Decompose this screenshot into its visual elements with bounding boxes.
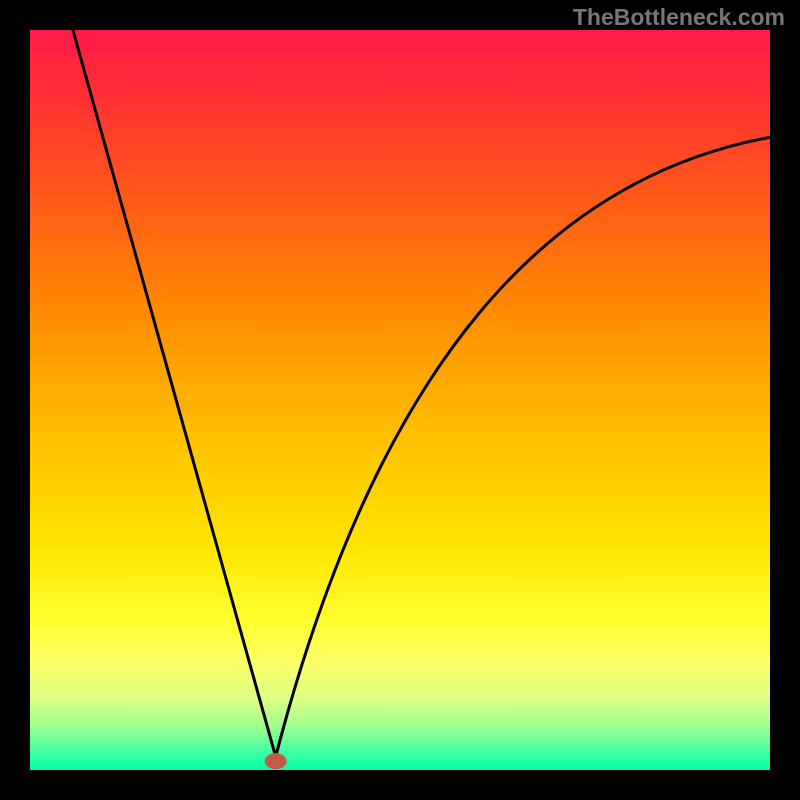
bottleneck-chart bbox=[30, 30, 770, 770]
chart-frame: TheBottleneck.com bbox=[0, 0, 800, 800]
attribution-text: TheBottleneck.com bbox=[573, 4, 785, 31]
plot-area bbox=[30, 30, 770, 770]
chart-background bbox=[30, 30, 770, 770]
optimum-marker bbox=[265, 753, 287, 769]
